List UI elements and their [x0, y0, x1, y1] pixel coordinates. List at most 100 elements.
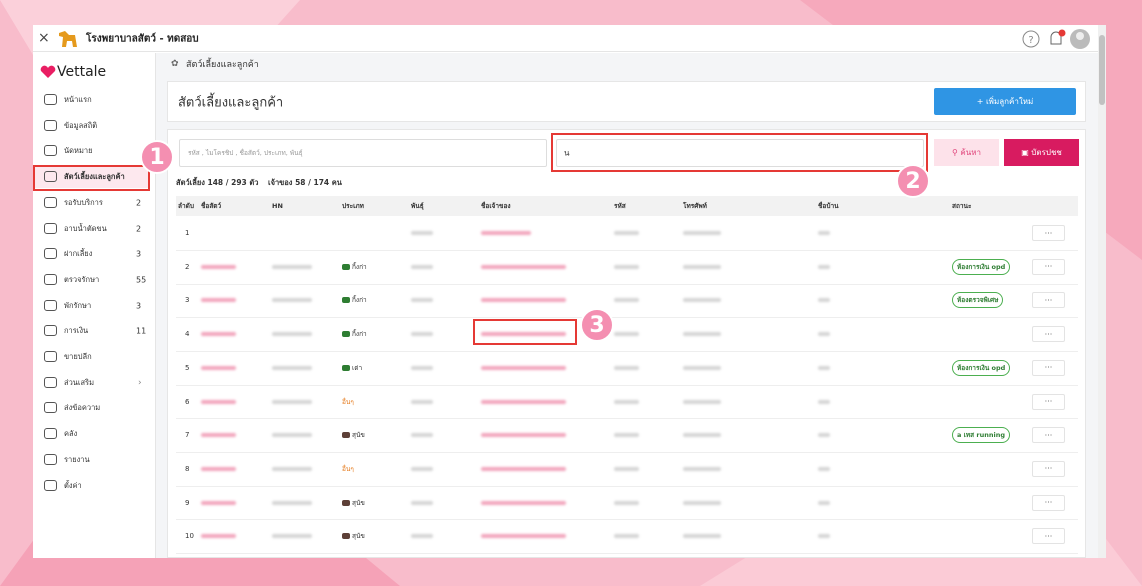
search-input[interactable] [179, 139, 547, 167]
menu-icon [44, 428, 57, 440]
type-icon [342, 533, 350, 540]
redacted-text [411, 500, 433, 505]
column-header: โทรศัพท์ [683, 202, 707, 210]
menu-item[interactable]: ส่วนเสริม [64, 377, 95, 387]
redacted-text [411, 298, 433, 303]
redacted-text [614, 466, 639, 471]
redacted-text [481, 264, 566, 269]
menu-arrow: › [138, 377, 142, 388]
menu-icon [44, 171, 57, 183]
pet-count: สัตว์เลี้ยง 148 / 293 ตัว [176, 178, 259, 187]
menu-item[interactable]: นัดหมาย [64, 146, 93, 156]
more-button[interactable]: ··· [1032, 326, 1065, 343]
more-button[interactable]: ··· [1032, 258, 1065, 275]
redacted-text [411, 332, 433, 337]
name-input[interactable] [556, 139, 924, 167]
menu-item[interactable]: ฝากเลี้ยง [64, 249, 93, 259]
redacted-text [201, 466, 236, 471]
redacted-text [614, 264, 639, 269]
breadcrumb[interactable]: สัตว์เลี้ยงและลูกค้า [186, 60, 259, 70]
more-button[interactable]: ··· [1032, 292, 1065, 309]
row-number: 3 [185, 296, 190, 305]
menu-item[interactable]: ตั้งค่า [64, 480, 82, 490]
redacted-text [411, 399, 433, 404]
search-button[interactable]: ⚲ ค้นหา [934, 139, 999, 166]
more-button[interactable]: ··· [1032, 393, 1065, 410]
more-button[interactable]: ··· [1032, 225, 1065, 241]
breadcrumb-icon: ✿ [171, 59, 179, 69]
redacted-text [683, 534, 721, 539]
menu-count: 2 [136, 224, 142, 233]
pet-type: สุนัข [352, 498, 365, 507]
redacted-text [614, 298, 639, 303]
column-header: HN [272, 202, 283, 210]
menu-item[interactable]: รายงาน [64, 454, 90, 464]
menu-icon [44, 196, 57, 208]
menu-item[interactable]: สัตว์เลี้ยงและลูกค้า [64, 172, 125, 182]
menu-count: 2 [136, 198, 142, 208]
table-header [176, 196, 1078, 216]
redacted-text [818, 500, 830, 505]
redacted-text [201, 399, 236, 404]
redacted-text [614, 231, 639, 235]
type-icon [342, 432, 350, 439]
row-divider [176, 452, 1078, 453]
redacted-text [481, 231, 531, 235]
menu-item[interactable]: ตรวจรักษา [64, 274, 100, 284]
redacted-text [272, 500, 312, 505]
add-customer-button[interactable]: + เพิ่มลูกค้าใหม่ [934, 88, 1076, 115]
redacted-text [818, 332, 830, 337]
row-divider [176, 350, 1078, 352]
menu-item[interactable]: การเงิน [64, 326, 89, 336]
close-icon[interactable]: × [38, 30, 50, 46]
pet-type: สุนัข [352, 532, 365, 541]
menu-icon [44, 479, 57, 491]
more-button[interactable]: ··· [1032, 494, 1065, 511]
column-header: รหัส [614, 202, 626, 210]
search-placeholder: รหัส , ไมโครชิป , ชื่อสัตว์, ประเภท, พัน… [188, 149, 303, 157]
menu-item[interactable]: คลัง [64, 429, 78, 439]
header-icons[interactable]: ? [1020, 28, 1092, 50]
row-divider [176, 519, 1078, 521]
menu-icon [44, 119, 57, 131]
page-title: สัตว์เลี้ยงและลูกค้า [178, 95, 284, 111]
highlight-box [473, 319, 577, 345]
svg-text:?: ? [1028, 35, 1033, 46]
menu-item[interactable]: ส่งข้อความ [64, 403, 101, 413]
column-header: พันธุ์ [411, 202, 424, 210]
row-number: 4 [185, 330, 190, 339]
column-header: ประเภท [342, 202, 364, 210]
redacted-text [818, 534, 830, 539]
redacted-text [614, 365, 639, 370]
menu-item[interactable]: ข้อมูลสถิติ [64, 120, 98, 130]
logo: Vettale [57, 64, 107, 80]
redacted-text [614, 399, 639, 404]
scrollbar[interactable] [1098, 25, 1106, 558]
column-header: ชื่อเจ้าของ [481, 202, 511, 210]
menu-icon [44, 145, 57, 157]
row-number: 10 [185, 532, 194, 541]
redacted-text [481, 500, 566, 505]
more-button[interactable]: ··· [1032, 359, 1065, 376]
redacted-text [818, 298, 830, 303]
id-label: บัตรปชช [1031, 148, 1062, 157]
menu-item[interactable]: รอรับบริการ [64, 197, 103, 207]
redacted-text [481, 298, 566, 303]
menu-icon [44, 376, 57, 388]
menu-item[interactable]: พักรักษา [64, 300, 92, 310]
menu-count: 3 [136, 249, 142, 259]
row-divider [176, 317, 1078, 319]
menu-icon [44, 402, 57, 414]
id-card-button[interactable]: ▣ บัตรปชช [1004, 139, 1079, 166]
more-button[interactable]: ··· [1032, 528, 1065, 545]
pet-type: กิ้งก่า [352, 262, 367, 271]
menu-item[interactable]: หน้าแรก [64, 95, 92, 104]
menu-item[interactable]: ขายปลีก [64, 352, 92, 361]
more-button[interactable]: ··· [1032, 427, 1065, 444]
menu-item[interactable]: อาบน้ำตัดขน [64, 223, 107, 233]
status-pill: a เทส running [952, 427, 1010, 444]
more-button[interactable]: ··· [1032, 460, 1065, 477]
status-pill: ห้องตรวจพิเศษ [952, 292, 1004, 309]
pet-type: อื่นๆ [342, 397, 354, 406]
